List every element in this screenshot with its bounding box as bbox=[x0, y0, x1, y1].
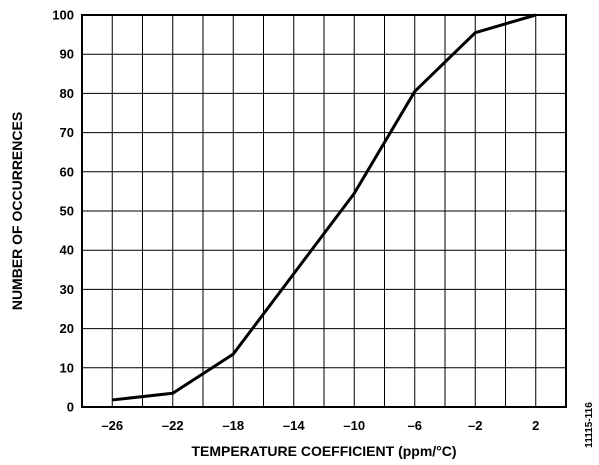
figure-id-annotation: 11115-116 bbox=[584, 402, 595, 448]
y-tick-label: 20 bbox=[60, 321, 74, 336]
x-axis-ticks: –26 –22 –18 –14 –10 –6 –2 2 bbox=[101, 418, 539, 433]
y-tick-label: 70 bbox=[60, 125, 74, 140]
y-tick-label: 60 bbox=[60, 164, 74, 179]
y-tick-label: 90 bbox=[60, 47, 74, 62]
chart-grid bbox=[82, 15, 566, 407]
x-tick-label: –10 bbox=[343, 418, 365, 433]
x-tick-label: 2 bbox=[532, 418, 539, 433]
y-axis-ticks: 0 10 20 30 40 50 60 70 80 90 100 bbox=[52, 8, 74, 415]
y-axis-label: NUMBER OF OCCURRENCES bbox=[9, 112, 25, 310]
y-tick-label: 30 bbox=[60, 282, 74, 297]
y-tick-label: 40 bbox=[60, 243, 74, 258]
x-axis-label: TEMPERATURE COEFFICIENT (ppm/°C) bbox=[191, 443, 456, 459]
x-tick-label: –14 bbox=[283, 418, 305, 433]
x-tick-label: –2 bbox=[468, 418, 482, 433]
x-tick-label: –18 bbox=[222, 418, 244, 433]
y-tick-label: 10 bbox=[60, 360, 74, 375]
x-tick-label: –6 bbox=[408, 418, 422, 433]
y-tick-label: 50 bbox=[60, 204, 74, 219]
y-tick-label: 80 bbox=[60, 86, 74, 101]
x-tick-label: –22 bbox=[162, 418, 184, 433]
y-tick-label: 100 bbox=[52, 8, 74, 23]
x-tick-label: –26 bbox=[101, 418, 123, 433]
y-tick-label: 0 bbox=[67, 400, 74, 415]
